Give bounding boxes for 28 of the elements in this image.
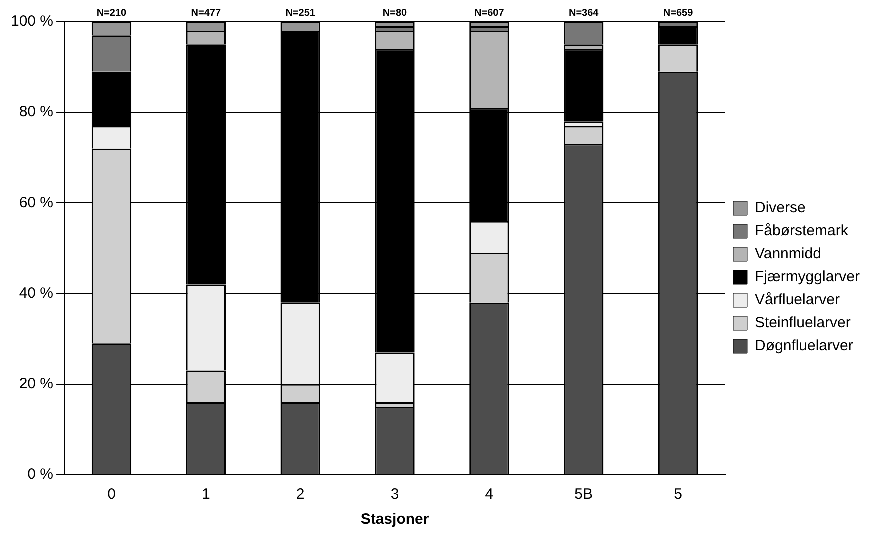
- legend-label: Døgnfluelarver: [754, 338, 854, 355]
- annotation: N=477: [191, 8, 222, 19]
- legend-label: Vannmidd: [754, 246, 822, 263]
- legend-label: Fåbørstemark: [754, 222, 849, 240]
- annotation: N=659: [663, 8, 694, 19]
- x-tick-label: 2: [296, 486, 305, 504]
- y-tick-label: 60 %: [19, 194, 54, 212]
- x-tick-label: 4: [485, 486, 494, 504]
- y-tick-label: 100 %: [10, 13, 54, 30]
- legend-label: Diverse: [754, 200, 806, 217]
- x-axis-title: Stasjoner: [360, 511, 430, 528]
- y-tick-label: 0 %: [28, 466, 54, 484]
- y-tick-label: 20 %: [19, 376, 54, 393]
- x-tick-label: 1: [202, 486, 210, 504]
- annotation: N=607: [474, 8, 505, 19]
- annotation: N=210: [96, 8, 128, 19]
- legend-label: Fjærmygglarver: [754, 268, 860, 286]
- legend-label: Vårfluelarver: [754, 292, 840, 309]
- x-tick-label: 3: [390, 486, 400, 504]
- x-tick-label: 5B: [574, 486, 594, 504]
- annotation: N=80: [382, 8, 408, 19]
- legend-label: Steinfluelarver: [754, 314, 851, 332]
- y-tick-label: 40 %: [19, 284, 54, 302]
- x-tick-label: 5: [674, 486, 682, 504]
- annotation: N=364: [568, 8, 600, 19]
- x-tick-label: 0: [108, 486, 116, 504]
- annotation: N=251: [286, 8, 316, 19]
- y-tick-label: 80 %: [19, 104, 54, 121]
